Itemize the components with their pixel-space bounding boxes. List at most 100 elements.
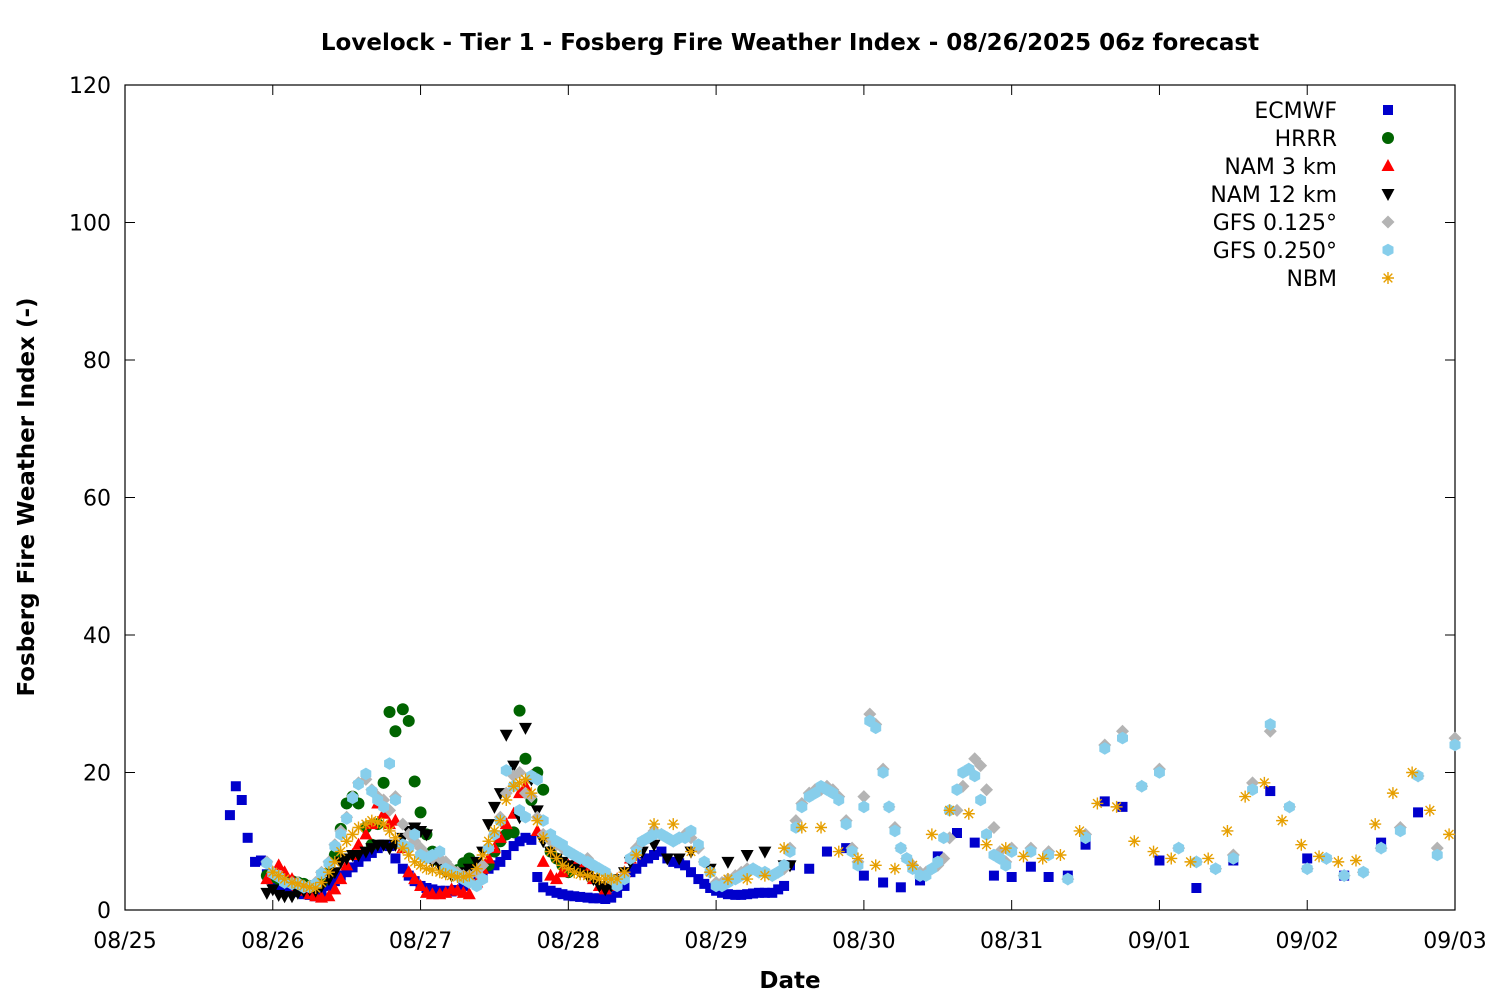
data-point (328, 882, 342, 895)
data-point (699, 878, 710, 889)
data-point (520, 832, 531, 843)
data-point (1357, 865, 1369, 879)
data-point (346, 828, 359, 841)
data-point (1394, 824, 1406, 838)
series-gfs-0-250 (261, 714, 1461, 894)
data-point (618, 866, 631, 879)
data-point (390, 853, 401, 864)
data-point (938, 831, 950, 845)
data-point (390, 793, 401, 807)
x-tick-label: 09/02 (1276, 929, 1339, 954)
data-point (514, 836, 525, 847)
data-point (408, 872, 422, 885)
legend-marker (1383, 105, 1393, 115)
data-point (408, 855, 421, 868)
data-point (297, 879, 310, 892)
data-point (975, 793, 987, 807)
data-point (575, 891, 586, 902)
data-point (414, 806, 427, 819)
data-point (1349, 854, 1362, 867)
data-point (906, 859, 919, 872)
data-point (507, 826, 520, 839)
legend-marker (1382, 132, 1394, 144)
data-point (1073, 824, 1086, 837)
data-point (230, 781, 241, 792)
data-point (730, 889, 741, 900)
data-point (740, 850, 754, 862)
data-point (501, 850, 512, 860)
data-point (999, 842, 1012, 855)
legend-marker (1381, 189, 1395, 201)
data-point (396, 703, 409, 716)
data-point (767, 887, 778, 898)
data-point (858, 800, 870, 814)
data-point (389, 725, 402, 738)
data-point (500, 794, 513, 806)
data-point (518, 722, 532, 735)
data-point (748, 888, 759, 899)
data-point (531, 814, 544, 827)
data-point (974, 759, 988, 773)
data-point (341, 812, 353, 825)
data-point (980, 838, 993, 851)
data-point (519, 773, 532, 786)
data-point (377, 776, 390, 789)
data-point (1338, 869, 1350, 882)
data-point (482, 819, 496, 832)
data-point (741, 873, 754, 886)
data-point (550, 872, 564, 885)
data-point (250, 856, 261, 867)
data-point (537, 783, 550, 796)
data-point (389, 831, 402, 844)
data-point (1295, 838, 1308, 851)
data-point (1239, 790, 1252, 803)
data-point (532, 872, 543, 882)
data-point (402, 714, 415, 727)
data-point (285, 876, 298, 889)
data-point (722, 889, 733, 900)
data-point (693, 874, 704, 885)
data-point (1386, 787, 1399, 800)
data-point (685, 824, 697, 838)
data-point (1412, 769, 1424, 783)
data-point (660, 853, 674, 866)
y-tick-label: 120 (69, 74, 111, 99)
data-point (551, 887, 562, 898)
data-point (698, 855, 710, 869)
chart-title: Lovelock - Tier 1 - Fosberg Fire Weather… (321, 30, 1259, 56)
data-point (1284, 800, 1295, 814)
x-axis-title: Date (759, 968, 820, 994)
data-point (1210, 862, 1222, 875)
data-points (224, 703, 1462, 904)
data-point (236, 795, 247, 805)
legend-label: ECMWF (1254, 99, 1337, 124)
y-tick-label: 100 (69, 212, 111, 237)
x-tick-label: 08/31 (980, 929, 1043, 954)
data-point (778, 842, 791, 855)
data-point (925, 828, 938, 841)
data-point (272, 869, 285, 882)
data-point (513, 776, 526, 789)
legend-label: NAM 3 km (1224, 155, 1337, 180)
data-point (414, 859, 427, 872)
data-point (795, 821, 808, 834)
data-point (383, 824, 396, 837)
legend-marker (1381, 215, 1395, 229)
data-point (482, 851, 496, 864)
data-point (433, 866, 446, 879)
y-axis-title: Fosberg Fire Weather Index (-) (14, 297, 40, 696)
data-point (753, 887, 764, 898)
data-point (396, 817, 410, 831)
data-point (1128, 835, 1141, 848)
data-point (377, 818, 390, 831)
data-point (487, 801, 501, 814)
data-point (1202, 852, 1215, 865)
data-point (582, 892, 593, 903)
data-point (493, 830, 507, 843)
data-point (815, 821, 828, 834)
data-point (457, 871, 470, 883)
y-tick-label: 80 (83, 349, 111, 374)
data-point (717, 887, 728, 898)
data-point (1173, 841, 1185, 855)
